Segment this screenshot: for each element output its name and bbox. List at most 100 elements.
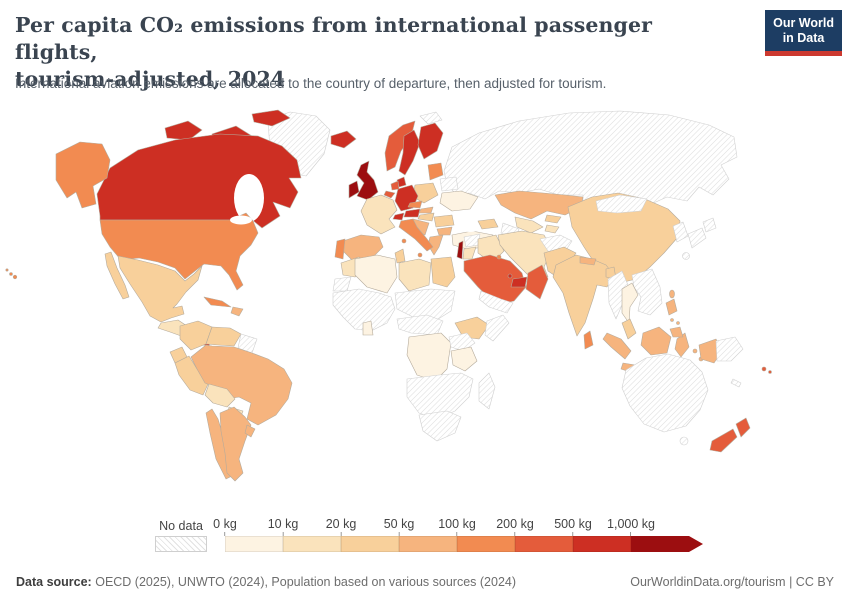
country-bulgaria[interactable] (436, 226, 453, 236)
country-portugal[interactable] (334, 238, 346, 260)
country-qatar[interactable] (507, 273, 513, 279)
country-uae[interactable] (510, 276, 528, 288)
country-yemen[interactable] (478, 290, 514, 314)
country-philippines-visayas[interactable] (670, 318, 674, 322)
country-papua-new-guinea[interactable] (715, 336, 744, 362)
country-libya[interactable] (398, 258, 432, 292)
country-ireland[interactable] (348, 180, 360, 199)
country-sahel-sudan[interactable] (394, 288, 456, 322)
country-nepal[interactable] (579, 256, 597, 266)
country-belgium[interactable] (383, 190, 396, 199)
country-united-kingdom[interactable] (356, 160, 379, 201)
country-austria[interactable] (403, 208, 421, 218)
country-australia[interactable] (621, 353, 709, 433)
country-italy-sicily[interactable] (417, 252, 423, 258)
country-indonesia-sumatra[interactable] (602, 332, 632, 360)
country-netherlands[interactable] (390, 180, 400, 191)
country-uzbekistan[interactable] (514, 216, 544, 234)
country-usa-hawaii[interactable] (12, 274, 18, 280)
country-madagascar[interactable] (478, 372, 496, 410)
country-israel[interactable] (456, 240, 464, 260)
country-fiji[interactable] (768, 370, 772, 374)
country-italy[interactable] (398, 218, 434, 252)
footer-link[interactable]: OurWorldinData.org/tourism | CC BY (630, 575, 834, 589)
legend-bin-6[interactable] (573, 536, 631, 552)
country-hispaniola[interactable] (230, 306, 244, 317)
legend-bin-0[interactable] (225, 536, 283, 552)
country-philippines-visayas[interactable] (676, 321, 680, 325)
country-bolivia[interactable] (204, 383, 236, 408)
legend-bin-2[interactable] (341, 536, 399, 552)
country-slovakia[interactable] (418, 206, 434, 214)
country-oman[interactable] (525, 264, 549, 300)
country-ukraine[interactable] (439, 190, 479, 212)
country-france[interactable] (360, 194, 398, 235)
country-japan-kyushu[interactable] (682, 252, 690, 260)
country-canada[interactable] (96, 133, 302, 235)
country-mexico[interactable] (117, 255, 203, 323)
country-tanzania[interactable] (450, 346, 478, 372)
country-borneo[interactable] (640, 326, 672, 356)
country-taiwan[interactable] (669, 289, 675, 299)
country-italy-sardinia[interactable] (401, 238, 407, 244)
country-belarus[interactable] (439, 176, 459, 192)
country-indonesia-sulawesi[interactable] (674, 332, 690, 358)
country-peru[interactable] (174, 355, 210, 396)
country-east-africa[interactable] (448, 332, 476, 352)
country-fiji[interactable] (761, 366, 767, 372)
country-czechia[interactable] (407, 200, 423, 209)
country-svalbard[interactable] (419, 111, 443, 125)
country-indochina[interactable] (631, 268, 663, 316)
country-venezuela[interactable] (205, 326, 242, 347)
country-somalia[interactable] (484, 314, 510, 342)
country-usa-hawaii[interactable] (5, 268, 9, 272)
owid-logo[interactable]: Our World in Data (765, 10, 842, 56)
country-korea[interactable] (672, 221, 689, 243)
country-thailand[interactable] (621, 282, 639, 324)
country-ghana[interactable] (362, 320, 374, 336)
country-jordan[interactable] (462, 246, 477, 260)
country-finland[interactable] (417, 122, 444, 160)
country-poland[interactable] (412, 182, 439, 204)
country-algeria[interactable] (354, 254, 398, 294)
legend-bin-1[interactable] (283, 536, 341, 552)
country-romania[interactable] (433, 214, 455, 228)
country-caucasus[interactable] (477, 218, 499, 230)
legend-bin-5[interactable] (515, 536, 573, 552)
country-usa-hawaii[interactable] (9, 272, 13, 276)
country-new-zealand[interactable] (709, 417, 751, 453)
country-new-caledonia[interactable] (730, 378, 742, 388)
country-tunisia[interactable] (394, 248, 406, 264)
country-malaysia[interactable] (621, 318, 637, 340)
country-sweden[interactable] (398, 129, 421, 176)
country-philippines[interactable] (665, 298, 684, 338)
country-south-africa[interactable] (418, 410, 462, 442)
legend-bin-4[interactable] (457, 536, 515, 552)
country-switzerland[interactable] (392, 212, 405, 221)
country-kyrgyzstan[interactable] (544, 214, 562, 224)
country-west-africa[interactable] (332, 288, 396, 332)
country-southern-africa[interactable] (406, 372, 474, 420)
country-india[interactable] (552, 254, 615, 337)
legend-bin-7[interactable] (631, 536, 703, 552)
country-norway[interactable] (384, 120, 416, 172)
country-indonesia-moluccas[interactable] (692, 348, 698, 354)
country-tasmania[interactable] (679, 436, 689, 446)
legend-bin-3[interactable] (399, 536, 457, 552)
country-japan[interactable] (687, 217, 717, 249)
country-mongolia[interactable] (595, 194, 648, 214)
country-tajikistan[interactable] (544, 224, 560, 234)
country-usa-alaska[interactable] (55, 141, 111, 209)
country-spain[interactable] (342, 234, 384, 262)
country-iceland[interactable] (330, 130, 357, 149)
country-iran[interactable] (497, 230, 553, 278)
country-cuba[interactable] (203, 296, 232, 308)
country-baltics[interactable] (427, 162, 444, 181)
country-sri-lanka[interactable] (583, 330, 594, 350)
country-russia[interactable] (443, 110, 738, 206)
country-hungary[interactable] (417, 212, 435, 222)
country-egypt[interactable] (430, 256, 456, 288)
country-argentina[interactable] (219, 406, 252, 482)
country-drc[interactable] (406, 332, 452, 382)
country-mexico-baja[interactable] (104, 251, 130, 300)
